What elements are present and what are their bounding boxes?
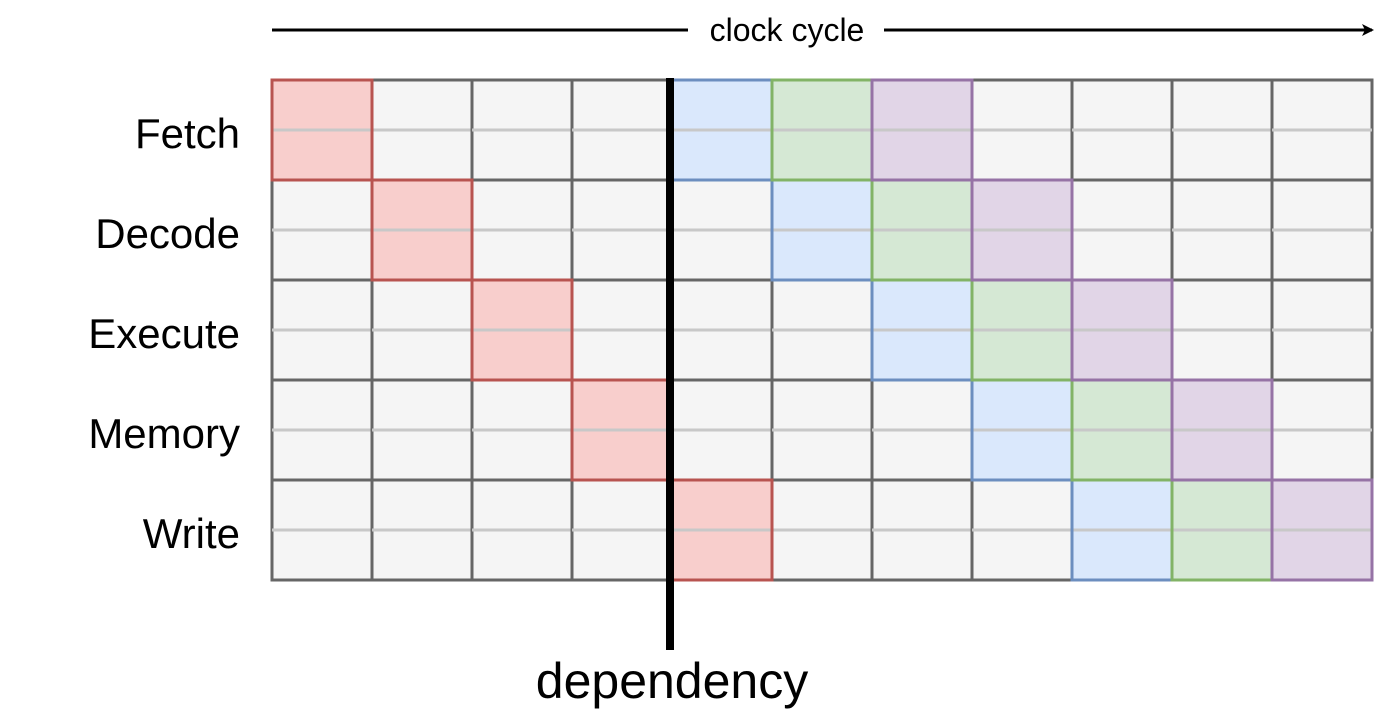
clock-cycle-label: clock cycle: [710, 12, 865, 48]
instruction-cell-border-purple: [1070, 278, 1174, 382]
instruction-cell-border-purple: [1170, 378, 1274, 482]
stage-labels: Fetch Decode Execute Memory Write: [88, 110, 240, 557]
instruction-cell-border-purple: [1270, 478, 1374, 582]
instruction-cell-border-red: [270, 78, 374, 182]
instruction-cell-border-red: [470, 278, 574, 382]
clock-cycle-axis: clock cycle: [272, 12, 1374, 48]
stage-label-fetch: Fetch: [135, 110, 240, 157]
instruction-cell-border-purple: [870, 78, 974, 182]
stage-label-execute: Execute: [88, 310, 240, 357]
dependency-label: dependency: [536, 653, 808, 709]
stage-label-decode: Decode: [95, 210, 240, 257]
stage-label-write: Write: [143, 510, 240, 557]
instruction-cell-border-red: [370, 178, 474, 282]
instruction-cell-border-purple: [970, 178, 1074, 282]
stage-label-memory: Memory: [88, 410, 240, 457]
dependency-marker: dependency: [536, 78, 808, 709]
instruction-cells: [270, 78, 1374, 582]
pipeline-grid: [270, 78, 1374, 582]
